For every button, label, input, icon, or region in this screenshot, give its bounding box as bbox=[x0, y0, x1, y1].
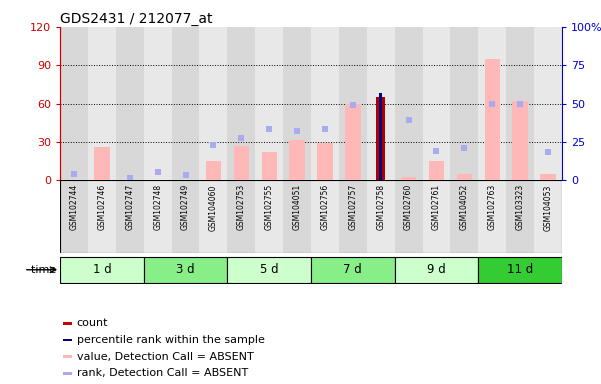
Bar bbox=[60, 257, 144, 283]
Text: GSM104052: GSM104052 bbox=[460, 184, 469, 230]
Text: time: time bbox=[31, 265, 60, 275]
Bar bbox=[367, 27, 395, 180]
Bar bbox=[63, 355, 72, 358]
Bar bbox=[255, 180, 283, 253]
Bar bbox=[144, 257, 227, 283]
Text: 11 d: 11 d bbox=[507, 263, 533, 276]
Bar bbox=[429, 161, 444, 180]
Bar bbox=[255, 27, 283, 180]
Bar bbox=[367, 180, 395, 253]
Text: GSM102756: GSM102756 bbox=[320, 184, 329, 230]
Bar bbox=[200, 27, 227, 180]
Bar bbox=[283, 27, 311, 180]
Bar bbox=[395, 27, 423, 180]
Bar bbox=[116, 27, 144, 180]
Bar bbox=[450, 27, 478, 180]
Bar bbox=[513, 101, 528, 180]
Text: GSM102748: GSM102748 bbox=[153, 184, 162, 230]
Bar bbox=[540, 174, 556, 180]
Text: GSM102749: GSM102749 bbox=[181, 184, 190, 230]
Bar bbox=[478, 257, 562, 283]
Text: GDS2431 / 212077_at: GDS2431 / 212077_at bbox=[60, 12, 213, 26]
Bar bbox=[376, 97, 385, 180]
Bar bbox=[60, 27, 88, 180]
Text: 3 d: 3 d bbox=[176, 263, 195, 276]
Bar bbox=[534, 180, 562, 253]
Bar bbox=[506, 27, 534, 180]
Text: GSM103323: GSM103323 bbox=[516, 184, 525, 230]
Text: count: count bbox=[77, 318, 108, 328]
Text: GSM102744: GSM102744 bbox=[70, 184, 79, 230]
Bar bbox=[88, 27, 116, 180]
Text: 7 d: 7 d bbox=[343, 263, 362, 276]
Bar bbox=[144, 27, 172, 180]
Bar bbox=[290, 139, 305, 180]
Bar bbox=[484, 59, 500, 180]
Text: value, Detection Call = ABSENT: value, Detection Call = ABSENT bbox=[77, 352, 254, 362]
Bar bbox=[227, 180, 255, 253]
Text: GSM102747: GSM102747 bbox=[125, 184, 134, 230]
Text: GSM102758: GSM102758 bbox=[376, 184, 385, 230]
Bar bbox=[423, 27, 450, 180]
Text: 5 d: 5 d bbox=[260, 263, 278, 276]
Bar bbox=[457, 174, 472, 180]
Bar bbox=[534, 27, 562, 180]
Bar bbox=[88, 180, 116, 253]
Bar bbox=[395, 257, 478, 283]
Bar bbox=[200, 180, 227, 253]
Text: 9 d: 9 d bbox=[427, 263, 446, 276]
Text: GSM102757: GSM102757 bbox=[349, 184, 358, 230]
Bar bbox=[227, 257, 311, 283]
Text: percentile rank within the sample: percentile rank within the sample bbox=[77, 335, 264, 345]
Bar bbox=[172, 27, 200, 180]
Bar bbox=[478, 180, 506, 253]
Bar bbox=[311, 180, 339, 253]
Text: GSM102755: GSM102755 bbox=[264, 184, 273, 230]
Bar bbox=[172, 180, 200, 253]
Text: GSM104051: GSM104051 bbox=[293, 184, 302, 230]
Bar bbox=[311, 257, 395, 283]
Bar bbox=[116, 180, 144, 253]
Bar bbox=[227, 27, 255, 180]
Bar bbox=[234, 146, 249, 180]
Bar bbox=[63, 322, 72, 325]
Bar bbox=[395, 180, 423, 253]
Text: GSM104053: GSM104053 bbox=[543, 184, 552, 230]
Bar bbox=[144, 180, 172, 253]
Text: GSM102753: GSM102753 bbox=[237, 184, 246, 230]
Bar bbox=[283, 180, 311, 253]
Text: GSM102760: GSM102760 bbox=[404, 184, 413, 230]
Bar bbox=[63, 372, 72, 375]
Bar bbox=[478, 27, 506, 180]
Text: rank, Detection Call = ABSENT: rank, Detection Call = ABSENT bbox=[77, 368, 248, 378]
Text: GSM102761: GSM102761 bbox=[432, 184, 441, 230]
Text: GSM104060: GSM104060 bbox=[209, 184, 218, 230]
Bar bbox=[311, 27, 339, 180]
Bar bbox=[401, 177, 416, 180]
Bar bbox=[60, 180, 88, 253]
Bar bbox=[339, 27, 367, 180]
Bar bbox=[261, 152, 277, 180]
Bar bbox=[94, 147, 109, 180]
Bar bbox=[339, 180, 367, 253]
Bar bbox=[379, 93, 382, 180]
Bar bbox=[63, 339, 72, 341]
Bar bbox=[450, 180, 478, 253]
Bar bbox=[206, 161, 221, 180]
Bar bbox=[506, 180, 534, 253]
Text: 1 d: 1 d bbox=[93, 263, 111, 276]
Bar bbox=[317, 143, 332, 180]
Bar bbox=[345, 104, 361, 180]
Text: GSM102746: GSM102746 bbox=[97, 184, 106, 230]
Bar bbox=[423, 180, 450, 253]
Text: GSM102763: GSM102763 bbox=[488, 184, 497, 230]
